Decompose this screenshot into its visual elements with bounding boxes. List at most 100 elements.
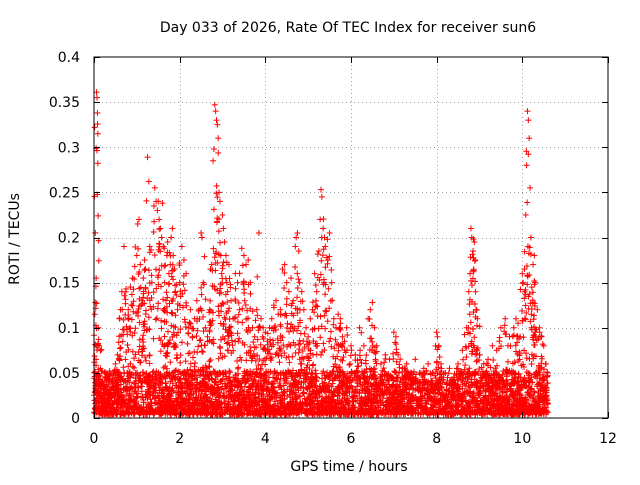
data-point — [219, 271, 225, 277]
data-point — [200, 349, 206, 355]
data-point — [121, 370, 127, 376]
data-point — [288, 275, 294, 281]
data-point — [191, 349, 197, 355]
data-point — [167, 359, 173, 365]
data-point — [199, 292, 205, 298]
chart-title: Day 033 of 2026, Rate Of TEC Index for r… — [160, 20, 536, 36]
data-point — [168, 235, 174, 241]
data-point — [160, 307, 166, 313]
data-point — [367, 307, 373, 313]
data-point — [215, 135, 221, 141]
data-point — [190, 355, 196, 361]
data-point — [125, 342, 131, 348]
data-points — [91, 89, 551, 417]
data-point — [94, 110, 100, 116]
data-point — [129, 303, 135, 309]
data-point — [529, 284, 535, 290]
data-point — [234, 280, 240, 286]
data-point — [179, 244, 185, 250]
data-point — [241, 253, 247, 259]
data-point — [185, 341, 191, 347]
data-point — [212, 102, 218, 108]
data-point — [239, 245, 245, 251]
data-point — [145, 154, 151, 160]
data-point — [126, 316, 132, 322]
data-point — [297, 280, 303, 286]
data-point — [305, 334, 311, 340]
data-point — [235, 365, 241, 371]
data-point — [530, 262, 536, 268]
data-point — [297, 341, 303, 347]
data-point — [218, 281, 224, 287]
data-point — [208, 357, 214, 363]
data-point — [121, 244, 127, 250]
data-point — [299, 289, 305, 295]
data-point — [92, 230, 98, 236]
data-point — [96, 258, 102, 264]
data-point — [489, 343, 495, 349]
data-point — [95, 121, 101, 127]
data-point — [161, 333, 167, 339]
data-point — [92, 353, 98, 359]
data-point — [120, 338, 126, 344]
data-point — [95, 213, 101, 219]
data-point — [151, 289, 157, 295]
data-point — [215, 150, 221, 156]
data-point — [212, 254, 218, 260]
data-point — [165, 239, 171, 245]
data-point — [147, 360, 153, 366]
data-point — [163, 298, 169, 304]
data-point — [154, 207, 160, 213]
data-point — [425, 361, 431, 367]
data-point — [122, 356, 128, 362]
data-point — [194, 298, 200, 304]
data-point — [130, 275, 136, 281]
data-point — [361, 343, 367, 349]
data-point — [132, 263, 138, 269]
data-point — [210, 158, 216, 164]
data-point — [434, 329, 440, 335]
data-point — [284, 296, 290, 302]
data-point — [92, 124, 98, 130]
data-point — [216, 356, 222, 362]
data-point — [210, 336, 216, 342]
data-point — [192, 360, 198, 366]
data-point — [466, 289, 472, 295]
data-point — [287, 343, 293, 349]
data-point — [163, 289, 169, 295]
data-point — [435, 334, 441, 340]
data-point — [302, 331, 308, 337]
data-point — [527, 185, 533, 191]
data-point — [447, 365, 453, 371]
data-point — [159, 235, 165, 241]
data-point — [186, 320, 192, 326]
data-point — [136, 216, 142, 222]
data-point — [412, 356, 418, 362]
data-point — [94, 300, 100, 306]
data-point — [174, 332, 180, 338]
data-point — [235, 319, 241, 325]
data-point — [118, 345, 124, 351]
data-point — [526, 135, 532, 141]
data-point — [162, 262, 168, 268]
data-point — [156, 226, 162, 232]
data-point — [157, 225, 163, 231]
data-point — [140, 275, 146, 281]
data-point — [169, 225, 175, 231]
data-point — [525, 117, 531, 123]
data-point — [227, 316, 233, 322]
data-point — [143, 198, 149, 204]
data-point — [162, 280, 168, 286]
data-point — [303, 325, 309, 331]
data-point — [295, 285, 301, 291]
data-point — [369, 299, 375, 305]
data-point — [142, 266, 148, 272]
data-point — [284, 321, 290, 327]
data-point — [155, 300, 161, 306]
data-point — [129, 291, 135, 297]
data-point — [129, 317, 135, 323]
data-point — [307, 316, 313, 322]
data-point — [152, 252, 158, 258]
